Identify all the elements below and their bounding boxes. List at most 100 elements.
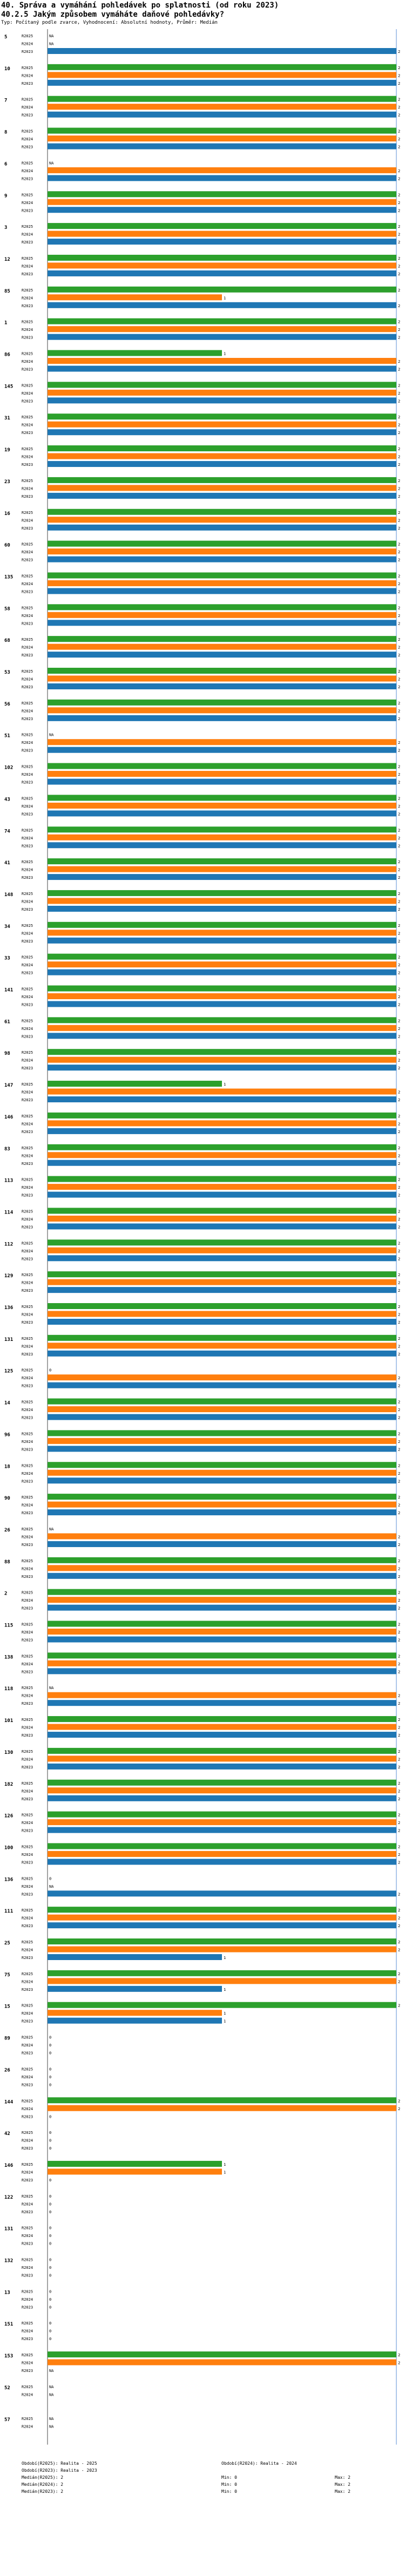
value-label: 2 bbox=[398, 955, 400, 960]
series-row-label: R2024 bbox=[22, 836, 33, 840]
bar-r2024 bbox=[48, 135, 396, 142]
series-row-label: R2024 bbox=[22, 1980, 33, 1984]
series-row-label: R2023 bbox=[22, 1860, 33, 1865]
series-row-label: R2025 bbox=[22, 98, 33, 102]
series-row-label: R2025 bbox=[22, 225, 33, 229]
value-label: 1 bbox=[224, 1082, 226, 1087]
value-label: 2 bbox=[398, 543, 400, 547]
value-label: 2 bbox=[398, 892, 400, 896]
series-row-label: R2023 bbox=[22, 113, 33, 118]
series-row-label: R2024 bbox=[22, 1598, 33, 1603]
value-label: 2 bbox=[398, 749, 400, 753]
bar-r2024 bbox=[48, 993, 396, 999]
series-row-label: R2023 bbox=[22, 844, 33, 848]
series-row-label: R2023 bbox=[22, 2114, 33, 2119]
series-row-label: R2023 bbox=[22, 2369, 33, 2373]
value-label: 0 bbox=[49, 2202, 51, 2206]
bar-r2024 bbox=[48, 1660, 396, 1666]
series-row-label: R2023 bbox=[22, 653, 33, 657]
value-label: 2 bbox=[398, 653, 400, 657]
bar-r2023 bbox=[48, 1160, 396, 1166]
series-row-label: R2024 bbox=[22, 1567, 33, 1571]
value-label: 2 bbox=[398, 256, 400, 261]
bar-r2025 bbox=[48, 1176, 396, 1182]
value-label: 0 bbox=[49, 1368, 51, 1373]
series-row-label: R2024 bbox=[22, 1154, 33, 1158]
value-label: 0 bbox=[49, 2234, 51, 2238]
category-label: 5 bbox=[4, 35, 7, 40]
series-row-label: R2025 bbox=[22, 543, 33, 547]
bar-r2025 bbox=[48, 1049, 396, 1055]
bar-r2024 bbox=[48, 1978, 396, 1984]
value-label: 2 bbox=[398, 1813, 400, 1818]
bar-r2025 bbox=[48, 1494, 396, 1500]
series-row-label: R2023 bbox=[22, 1225, 33, 1229]
series-row-label: R2024 bbox=[22, 1281, 33, 1285]
value-label: 2 bbox=[398, 1337, 400, 1341]
value-label: 2 bbox=[398, 272, 400, 276]
value-label: 2 bbox=[398, 1320, 400, 1325]
bar-r2025 bbox=[48, 1112, 396, 1118]
value-label: 2 bbox=[398, 939, 400, 944]
series-row-label: R2025 bbox=[22, 701, 33, 706]
category-label: 26 bbox=[4, 2067, 10, 2073]
legend-entry: Max: 2 bbox=[335, 2475, 350, 2480]
series-row-label: R2023 bbox=[22, 1098, 33, 1102]
value-label: 2 bbox=[398, 368, 400, 372]
value-label: 0 bbox=[49, 2289, 51, 2294]
series-row-label: R2023 bbox=[22, 2019, 33, 2024]
category-label: 131 bbox=[4, 1337, 13, 1343]
series-row-label: R2025 bbox=[22, 1527, 33, 1531]
bar-r2025 bbox=[48, 1303, 396, 1309]
bar-r2024 bbox=[48, 1755, 396, 1762]
bar-r2025 bbox=[48, 1239, 396, 1246]
question-title: 40.2.5 Jakým způsobem vymáháte daňové po… bbox=[1, 10, 225, 19]
value-label: 2 bbox=[398, 1400, 400, 1405]
category-label: 96 bbox=[4, 1432, 10, 1438]
value-label: 2 bbox=[398, 1225, 400, 1229]
series-row-label: R2024 bbox=[22, 137, 33, 141]
bar-r2024 bbox=[48, 1946, 396, 1953]
series-row-label: R2024 bbox=[22, 518, 33, 523]
category-label: 135 bbox=[4, 574, 13, 580]
bar-r2024 bbox=[48, 453, 396, 459]
value-label: 2 bbox=[398, 765, 400, 769]
series-row-label: R2024 bbox=[22, 1376, 33, 1380]
value-label: 2 bbox=[398, 1543, 400, 1547]
series-row-label: R2024 bbox=[22, 1757, 33, 1761]
series-row-label: R2024 bbox=[22, 1535, 33, 1539]
bar-r2024 bbox=[48, 643, 396, 650]
value-label: 2 bbox=[398, 415, 400, 419]
bar-r2024 bbox=[48, 1184, 396, 1190]
value-label: 2 bbox=[398, 1662, 400, 1666]
bar-r2024 bbox=[48, 866, 396, 872]
bar-r2023 bbox=[48, 1191, 396, 1198]
value-label: 2 bbox=[398, 1924, 400, 1928]
series-row-label: R2024 bbox=[22, 42, 33, 46]
series-row-label: R2024 bbox=[22, 1344, 33, 1348]
bar-r2023 bbox=[48, 715, 396, 721]
value-label: 1 bbox=[224, 1956, 226, 1960]
bar-r2023 bbox=[48, 1446, 396, 1452]
value-label: 2 bbox=[398, 1916, 400, 1921]
value-label: 2 bbox=[398, 320, 400, 324]
bar-r2023 bbox=[48, 1414, 396, 1420]
series-row-label: R2024 bbox=[22, 1694, 33, 1698]
value-label: 2 bbox=[398, 558, 400, 562]
value-label: 2 bbox=[398, 1781, 400, 1786]
bar-r2023 bbox=[48, 1096, 396, 1103]
bar-r2023 bbox=[48, 1827, 396, 1833]
category-label: 100 bbox=[4, 1845, 13, 1850]
series-row-label: R2025 bbox=[22, 130, 33, 134]
value-label: 2 bbox=[398, 463, 400, 467]
bar-r2025 bbox=[48, 1208, 396, 1214]
bar-r2024 bbox=[48, 2010, 222, 2016]
series-row-label: R2025 bbox=[22, 1241, 33, 1245]
bar-r2024 bbox=[48, 1819, 396, 1826]
category-label: 146 bbox=[4, 1115, 13, 1120]
series-row-label: R2023 bbox=[22, 1384, 33, 1388]
series-row-label: R2023 bbox=[22, 2178, 33, 2182]
bar-r2025 bbox=[48, 1557, 396, 1563]
series-row-label: R2023 bbox=[22, 1289, 33, 1293]
series-row-label: R2025 bbox=[22, 828, 33, 832]
